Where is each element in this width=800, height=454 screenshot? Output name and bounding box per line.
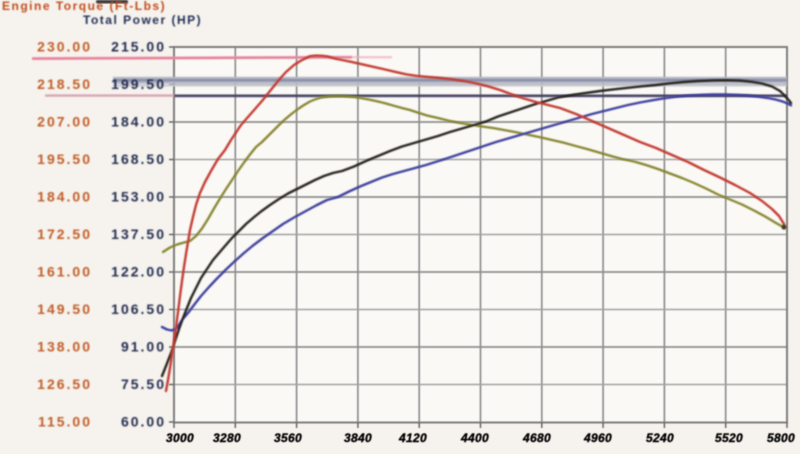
svg-text:218.50: 218.50 <box>37 76 92 92</box>
svg-text:199.50: 199.50 <box>111 76 166 92</box>
svg-text:215.00: 215.00 <box>111 39 166 55</box>
svg-text:184.00: 184.00 <box>111 114 166 130</box>
svg-text:3840: 3840 <box>344 431 372 445</box>
svg-text:5240: 5240 <box>646 431 674 445</box>
svg-text:4400: 4400 <box>460 431 489 445</box>
svg-text:3280: 3280 <box>213 431 241 445</box>
svg-text:Engine Torque (Ft-Lbs): Engine Torque (Ft-Lbs) <box>2 0 166 13</box>
svg-text:115.00: 115.00 <box>38 414 92 430</box>
svg-text:122.00: 122.00 <box>111 264 166 280</box>
svg-text:230.00: 230.00 <box>37 39 92 55</box>
svg-text:207.00: 207.00 <box>37 114 92 130</box>
svg-text:138.00: 138.00 <box>37 339 92 355</box>
svg-text:153.00: 153.00 <box>111 189 166 205</box>
svg-text:4960: 4960 <box>583 431 612 445</box>
svg-text:137.50: 137.50 <box>111 226 166 242</box>
svg-text:4680: 4680 <box>522 431 551 445</box>
svg-text:3560: 3560 <box>274 431 302 445</box>
svg-text:Total Power (HP): Total Power (HP) <box>83 13 202 27</box>
svg-text:106.50: 106.50 <box>111 301 166 317</box>
svg-text:195.50: 195.50 <box>37 151 92 167</box>
svg-text:4120: 4120 <box>398 431 427 445</box>
svg-text:172.50: 172.50 <box>37 226 92 242</box>
svg-text:3000: 3000 <box>166 431 194 445</box>
svg-text:161.00: 161.00 <box>37 264 92 280</box>
svg-text:168.50: 168.50 <box>111 151 166 167</box>
svg-text:91.00: 91.00 <box>121 339 166 355</box>
svg-text:5520: 5520 <box>715 431 743 445</box>
svg-text:5800: 5800 <box>767 431 795 445</box>
svg-text:75.50: 75.50 <box>121 376 166 392</box>
svg-text:126.50: 126.50 <box>37 376 92 392</box>
svg-text:60.00: 60.00 <box>121 414 166 430</box>
svg-text:184.00: 184.00 <box>37 189 92 205</box>
svg-text:149.50: 149.50 <box>37 301 92 317</box>
